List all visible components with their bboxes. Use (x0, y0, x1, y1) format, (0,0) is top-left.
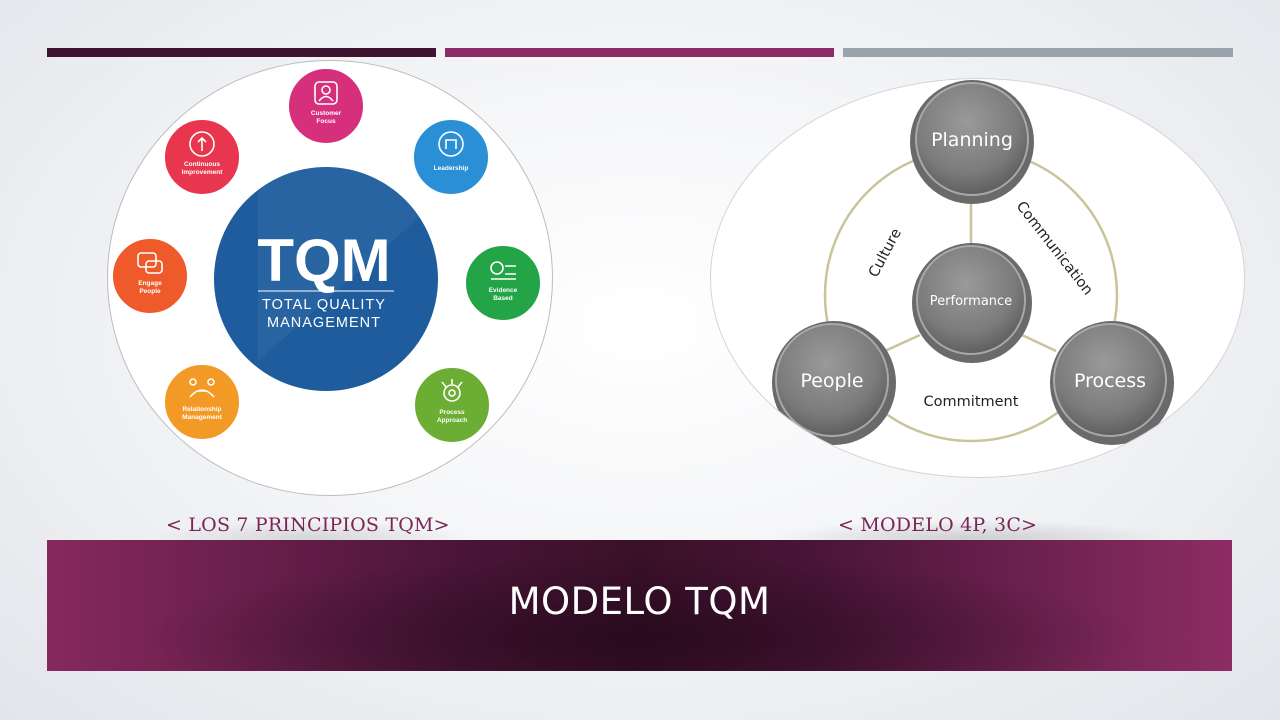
tqm-principles-svg: TQM TOTAL QUALITY MANAGEMENT CustomerFoc… (111, 67, 542, 444)
tqm-center-subtitle-2: MANAGEMENT (267, 315, 381, 331)
principle-circle (111, 237, 189, 315)
node-process: Process (1050, 321, 1174, 445)
connector-right (1021, 333, 1057, 353)
principle-label: Based (493, 295, 513, 302)
process-approach-icon (441, 379, 463, 402)
principle-label: Continuous (184, 161, 220, 168)
accent-bar-magenta (445, 48, 834, 57)
principle-leadership: Leadership (412, 118, 490, 196)
node-planning: Planning (910, 80, 1034, 204)
principle-circle (163, 363, 241, 441)
principle-circle (413, 366, 491, 444)
principle-label: Focus (316, 118, 336, 125)
principle-label: People (139, 288, 161, 295)
principle-circle (412, 118, 490, 196)
title-banner: MODELO TQM (47, 540, 1232, 671)
principle-label: Approach (437, 417, 467, 424)
node-performance: Performance (912, 243, 1032, 363)
customer-focus-icon (314, 81, 338, 105)
principle-label: Customer (311, 110, 342, 117)
principle-label: Improvement (182, 169, 224, 176)
engage-people-icon (137, 252, 163, 274)
principle-label: Evidence (489, 287, 518, 294)
slide-title: MODELO TQM (508, 580, 771, 623)
node-people: People (772, 321, 896, 445)
edge-label-commitment: Commitment (924, 394, 1019, 410)
principle-circle (464, 244, 542, 322)
principle-label: Management (182, 414, 223, 421)
caption-tqm-principles: < LOS 7 PRINCIPIOS TQM> (166, 514, 450, 536)
node-planning-label: Planning (931, 129, 1013, 151)
caption-model-4p-3c: < MODELO 4P, 3C> (838, 514, 1038, 536)
tqm-principles-diagram: TQM TOTAL QUALITY MANAGEMENT Customer Foc… (107, 60, 553, 496)
leadership-icon (438, 131, 464, 157)
model-4p-3c-svg: Planning Performance People Process Cult… (772, 80, 1174, 445)
principle-circle (287, 67, 365, 145)
principle-circle (163, 118, 241, 196)
relationship-management-icon (189, 378, 215, 398)
node-people-label: People (800, 370, 863, 392)
tqm-center-circle (214, 167, 438, 391)
principle-label: Leadership (434, 165, 469, 172)
tqm-center-subtitle-1: TOTAL QUALITY (262, 297, 386, 313)
evidence-based-icon (490, 261, 516, 280)
principle-label: Relationship (182, 406, 221, 413)
tqm-center-title: TQM (257, 227, 390, 294)
principle-label: Process (439, 409, 465, 416)
principle-label: Engage (138, 280, 162, 287)
continuous-improvement-icon (189, 131, 215, 157)
node-performance-label: Performance (930, 294, 1012, 309)
model-4p-3c-diagram: Planning Performance People Process Cult… (710, 78, 1245, 478)
edge-label-culture: Culture (866, 226, 905, 280)
node-process-label: Process (1074, 370, 1146, 392)
accent-bar-dark (47, 48, 436, 57)
accent-bar-gray (843, 48, 1233, 57)
